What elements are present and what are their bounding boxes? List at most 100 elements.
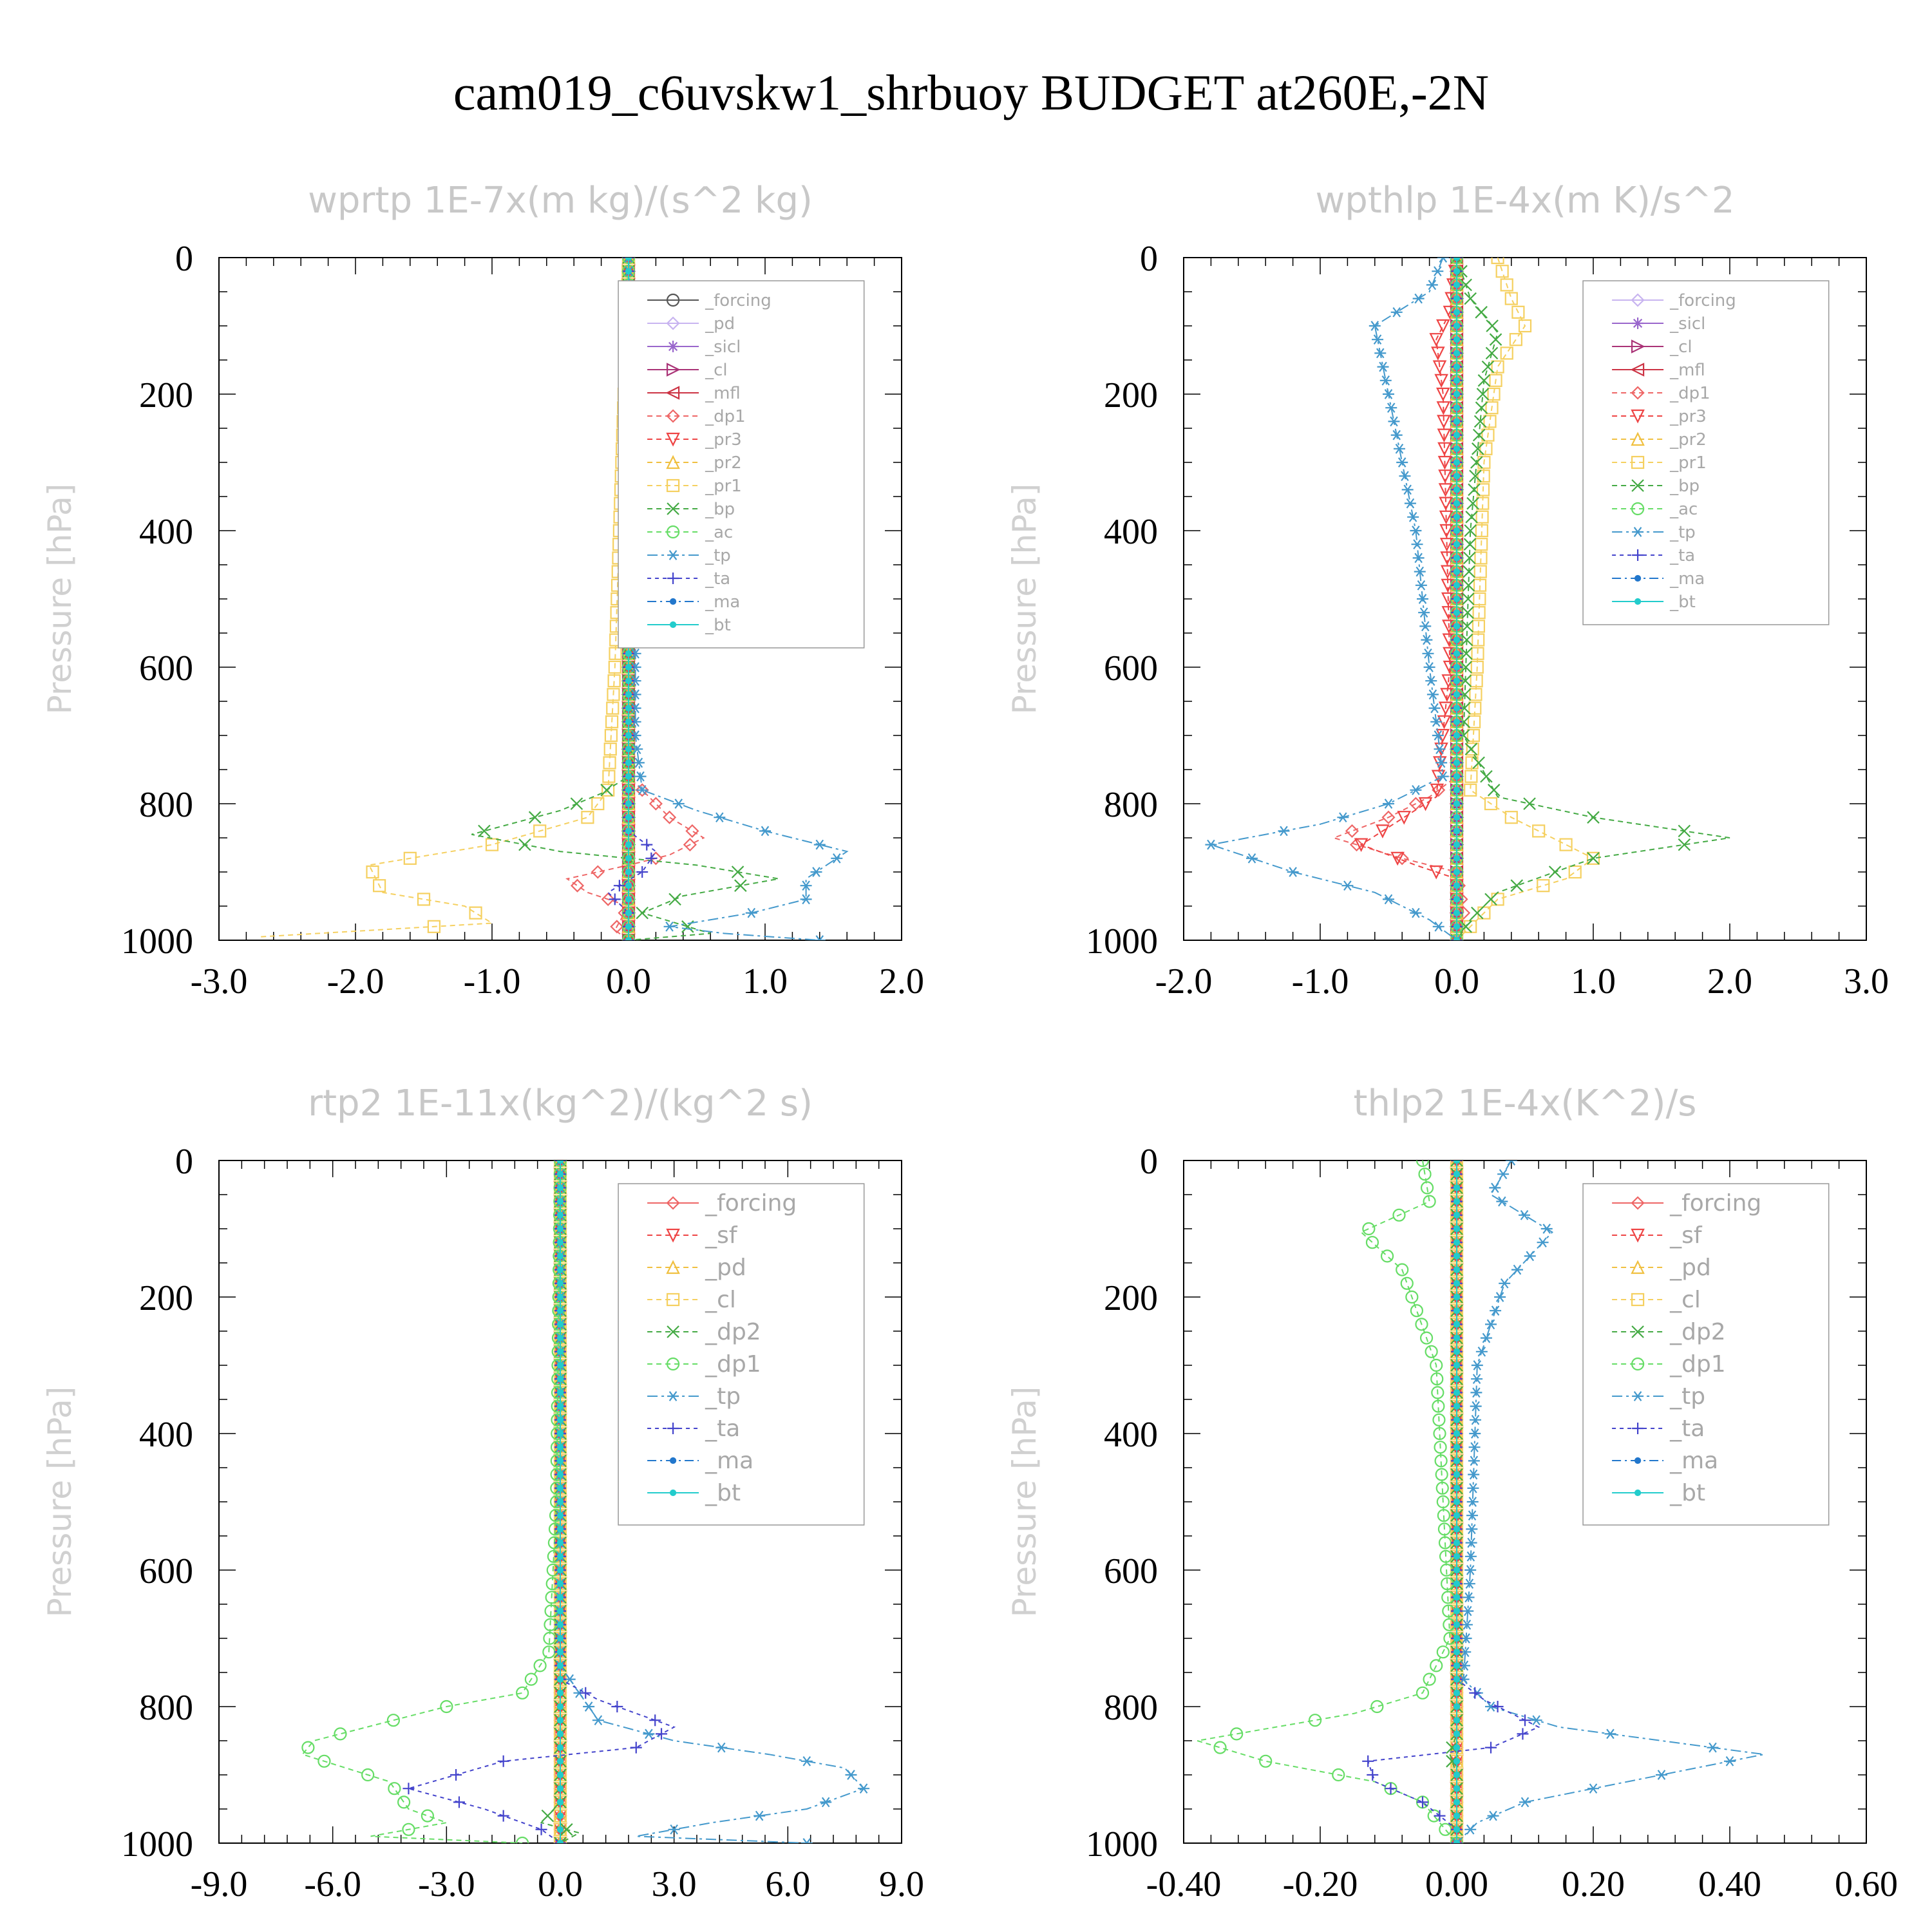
- data-point: [1436, 387, 1450, 402]
- data-point: [1470, 1401, 1482, 1412]
- data-point: [1418, 797, 1433, 811]
- legend-label: _cl: [705, 361, 728, 380]
- data-point: [402, 1783, 415, 1795]
- data-point: [1453, 1662, 1461, 1669]
- data-point: [1429, 333, 1443, 347]
- data-point: [1473, 592, 1486, 606]
- data-point: [1259, 1754, 1273, 1768]
- data-point: [1354, 838, 1368, 853]
- data-point: [1420, 1181, 1434, 1195]
- legend-label: _ta: [705, 569, 730, 589]
- data-point: [610, 920, 624, 934]
- legend-marker: [1631, 1228, 1645, 1243]
- legend-label: _tp: [1669, 1383, 1705, 1410]
- data-point: [1472, 756, 1485, 770]
- data-point: [1453, 896, 1461, 903]
- data-point: [625, 868, 632, 876]
- data-point: [1437, 1509, 1450, 1522]
- legend-entry: _bt: [647, 616, 731, 635]
- data-point: [1434, 1810, 1446, 1822]
- data-point: [556, 1594, 564, 1601]
- panel-title: thlp2 1E-4x(K^2)/s: [1354, 1083, 1697, 1124]
- data-point: [1453, 1253, 1461, 1260]
- data-point: [1453, 1785, 1461, 1792]
- data-point: [1463, 1592, 1475, 1603]
- data-point: [524, 1672, 538, 1686]
- data-point: [1453, 759, 1461, 766]
- data-point: [1374, 348, 1387, 359]
- data-point: [1481, 360, 1495, 374]
- data-point: [556, 1457, 564, 1464]
- data-point: [1453, 1280, 1461, 1287]
- legend-entry: _bt: [647, 1480, 741, 1506]
- data-point: [1453, 1594, 1461, 1601]
- legend-entry: _dp1: [647, 1351, 761, 1378]
- data-point: [1470, 1387, 1482, 1398]
- data-point: [1246, 853, 1258, 864]
- data-point: [570, 878, 585, 893]
- data-point: [1416, 1160, 1430, 1168]
- data-point: [625, 936, 632, 940]
- x-tick-label: 6.0: [765, 1864, 810, 1904]
- data-point: [1453, 568, 1461, 575]
- data-point: [556, 1676, 564, 1683]
- legend-entry: _bt: [1612, 592, 1696, 612]
- data-point: [1485, 346, 1499, 360]
- legend-label: _forcing: [1669, 1190, 1761, 1217]
- data-point: [556, 1266, 564, 1273]
- legend-entry: _ta: [647, 1416, 740, 1442]
- series-markers-pr1: [1450, 258, 1600, 940]
- data-point: [1469, 1687, 1481, 1699]
- panel-title: wpthlp 1E-4x(m K)/s^2: [1315, 180, 1734, 222]
- data-point: [1453, 1389, 1461, 1396]
- data-point: [1453, 1361, 1461, 1369]
- series-markers-bt: [1453, 258, 1461, 940]
- data-point: [601, 783, 615, 797]
- x-tick-label: -0.40: [1146, 1864, 1222, 1904]
- legend-marker: [1631, 1260, 1645, 1274]
- x-tick-label: -9.0: [191, 1864, 248, 1904]
- data-point: [625, 258, 632, 261]
- data-point: [583, 1701, 595, 1712]
- data-point: [759, 826, 771, 837]
- legend-entry: _ac: [1612, 500, 1698, 519]
- data-point: [1390, 430, 1403, 440]
- data-point: [1453, 1689, 1461, 1696]
- data-point: [1489, 374, 1502, 387]
- series-group: [301, 1160, 870, 1843]
- data-point: [366, 865, 379, 879]
- data-point: [1367, 1769, 1379, 1781]
- data-point: [1453, 773, 1461, 780]
- data-point: [556, 1444, 564, 1451]
- data-point: [1453, 746, 1461, 753]
- legend-marker: [669, 1457, 677, 1464]
- data-point: [1511, 305, 1525, 319]
- data-point: [1492, 1701, 1504, 1712]
- legend-marker: [666, 409, 680, 423]
- data-point: [1500, 346, 1513, 360]
- data-point: [556, 1293, 564, 1301]
- data-point: [1475, 401, 1488, 414]
- data-point: [1341, 880, 1354, 891]
- legend-label: _ac: [1669, 500, 1698, 519]
- data-point: [1474, 551, 1488, 565]
- legend-marker: [1634, 574, 1642, 582]
- data-point: [625, 896, 632, 903]
- legend-entry: _tp: [1612, 523, 1696, 542]
- legend-label: _ma: [705, 1448, 753, 1474]
- data-point: [1430, 1372, 1444, 1386]
- x-tick-label: 3.0: [652, 1864, 697, 1904]
- data-point: [516, 1836, 529, 1843]
- data-point: [1491, 258, 1504, 265]
- data-point: [649, 1714, 661, 1727]
- data-point: [1453, 1293, 1461, 1301]
- data-point: [1480, 770, 1493, 783]
- data-point: [1453, 1171, 1461, 1178]
- data-point: [1453, 473, 1461, 480]
- data-point: [1332, 1768, 1345, 1782]
- data-point: [1370, 1700, 1384, 1714]
- legend-marker: [666, 293, 680, 307]
- legend-box: [1582, 1183, 1830, 1526]
- legend-entry: _mfl: [647, 384, 741, 403]
- data-point: [1453, 1744, 1461, 1751]
